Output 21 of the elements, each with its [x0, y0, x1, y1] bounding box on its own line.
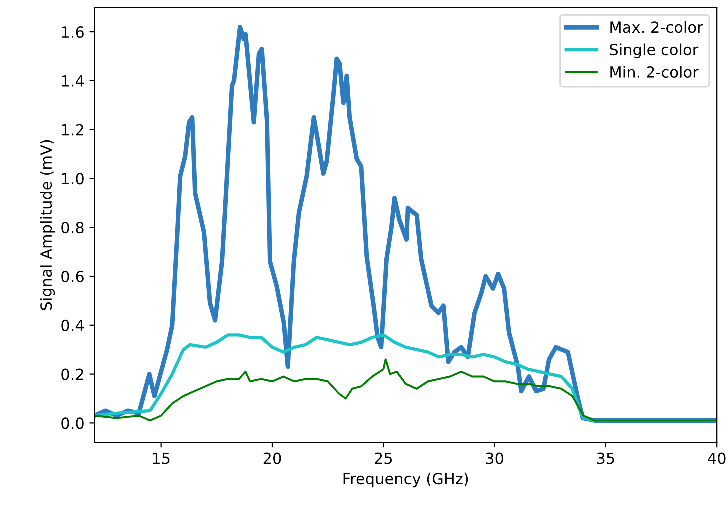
- y-tick-label: 1.2: [62, 124, 84, 136]
- y-tick-label: 1.6: [62, 26, 84, 38]
- x-tick-label: 20: [264, 452, 282, 464]
- line-series: [94, 358, 718, 422]
- x-tick-label: 40: [708, 452, 726, 464]
- y-tick-label: 0.2: [62, 368, 84, 380]
- x-tick-label: 25: [375, 452, 392, 464]
- x-tick-label: 15: [153, 452, 170, 464]
- y-axis-title: Signal Amplitude (mV): [40, 140, 56, 310]
- legend-label: Single color: [610, 44, 699, 59]
- y-tick-label: 0.0: [62, 418, 84, 430]
- y-tick-label: 1.0: [62, 173, 84, 185]
- y-tick-label: 0.8: [62, 222, 84, 234]
- y-tick-label: 1.4: [62, 76, 84, 87]
- legend-label: Max. 2-color: [610, 21, 704, 34]
- y-tick-label: 0.6: [62, 270, 84, 283]
- y-tick-label: 0.4: [62, 320, 84, 332]
- x-tick-label: 30: [486, 452, 504, 464]
- legend-label: Min. 2-color: [610, 66, 699, 78]
- x-tick-label: 35: [597, 452, 614, 464]
- x-axis-title: Frequency (GHz): [344, 472, 468, 488]
